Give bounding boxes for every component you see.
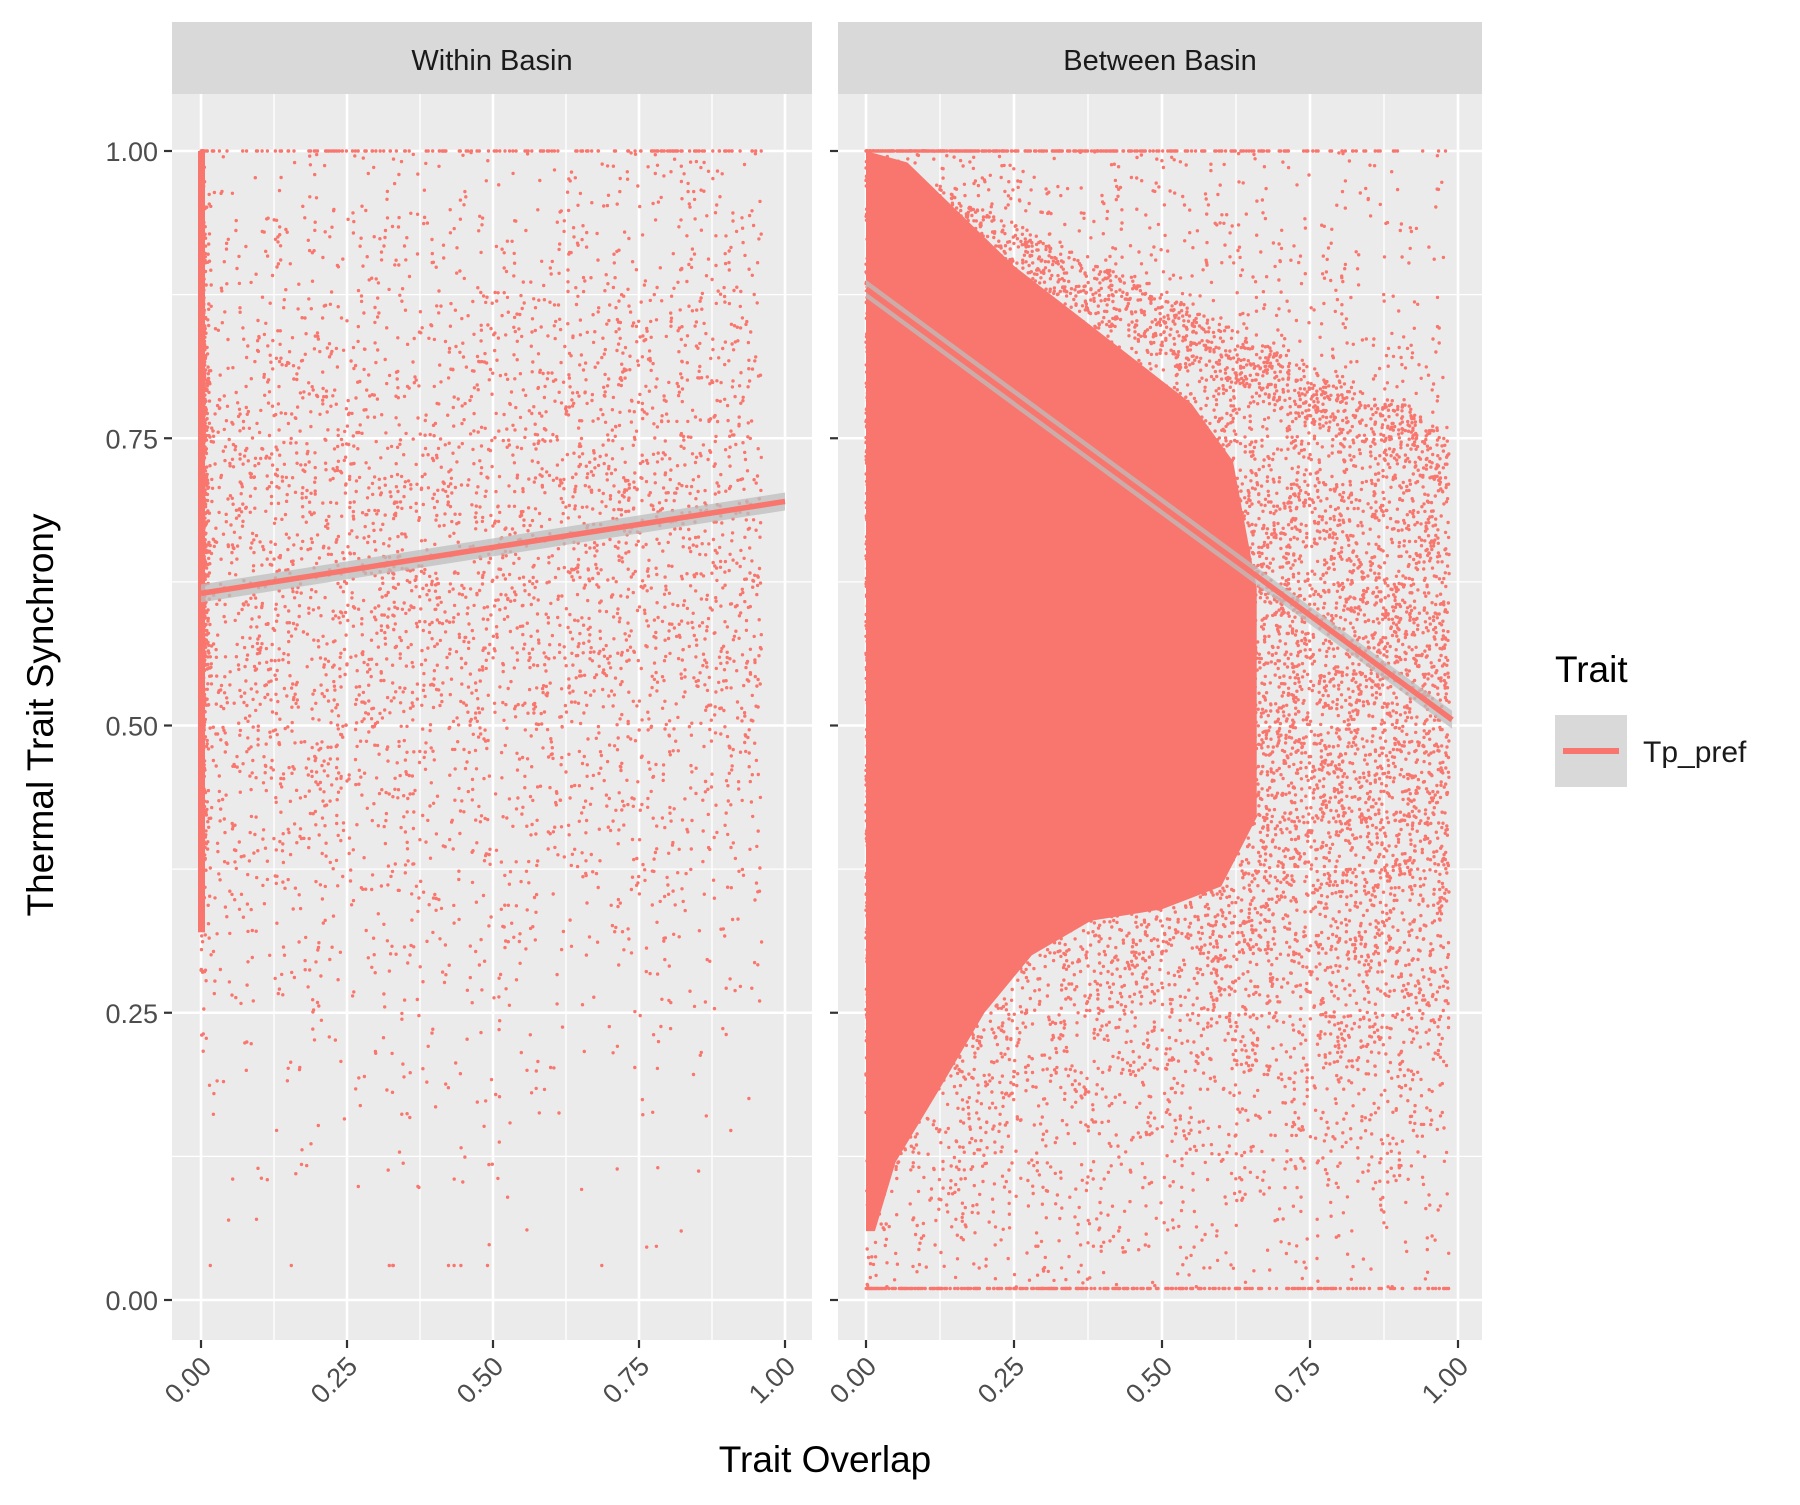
x-tick-label: 0.50 bbox=[451, 1351, 509, 1409]
x-tick-label: 0.00 bbox=[159, 1351, 217, 1409]
x-axis-label: Trait Overlap bbox=[719, 1439, 931, 1480]
y-tick-label: 0.50 bbox=[105, 712, 158, 742]
legend-title: Trait bbox=[1555, 649, 1628, 690]
x-tick-label: 0.00 bbox=[824, 1351, 882, 1409]
x-tick-label: 0.25 bbox=[305, 1351, 363, 1409]
scatter-points bbox=[199, 149, 764, 1268]
trend-line bbox=[864, 286, 1454, 722]
points-tp-pref bbox=[864, 149, 1451, 1291]
y-axis-label: Thermal Trait Synchrony bbox=[20, 513, 61, 917]
dense-point-cloud bbox=[866, 151, 1257, 1232]
x-tick-label: 1.00 bbox=[1416, 1351, 1474, 1409]
points-tp-pref bbox=[198, 149, 764, 1268]
facet-strip-label: Within Basin bbox=[411, 45, 572, 77]
panel-between-basin: Between Basin 0.00 0.25 0.50 0.75 1.00 bbox=[824, 22, 1482, 1409]
facet-strip-label: Between Basin bbox=[1063, 45, 1256, 77]
legend: Trait Tp_pref bbox=[1555, 649, 1747, 787]
x-tick-label: 0.75 bbox=[1268, 1351, 1326, 1409]
x-tick-label: 0.50 bbox=[1120, 1351, 1178, 1409]
facet-strip bbox=[838, 22, 1482, 94]
trend-line bbox=[200, 498, 786, 597]
x-tick-label: 0.25 bbox=[972, 1351, 1030, 1409]
panel-within-basin: Within Basin 0.00 0.25 0.50 0.75 1.00 0.00 0.25… bbox=[105, 22, 812, 1409]
x-tick-label: 0.75 bbox=[597, 1351, 655, 1409]
y-tick-label: 0.00 bbox=[105, 1286, 158, 1316]
dense-point-column bbox=[198, 151, 205, 933]
legend-entry-tp-pref: Tp_pref bbox=[1643, 736, 1747, 769]
y-tick-label: 0.75 bbox=[105, 424, 158, 454]
y-tick-label: 0.25 bbox=[105, 999, 158, 1029]
facet-strip bbox=[172, 22, 812, 94]
y-tick-label: 1.00 bbox=[105, 137, 158, 167]
x-tick-label: 1.00 bbox=[743, 1351, 801, 1409]
